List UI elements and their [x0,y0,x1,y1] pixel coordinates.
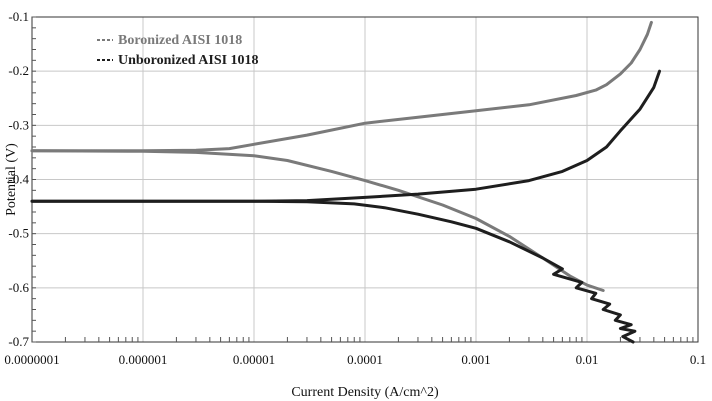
y-tick-label: -0.7 [8,334,29,349]
boronized-curve-anodic [30,20,653,153]
series-unboronized [30,69,661,344]
boronized-curve-cathodic [30,149,605,292]
x-tick-label: 0.0000001 [4,352,59,367]
x-tick-label: 0.00001 [233,352,275,367]
y-tick-label: -0.2 [8,63,29,78]
y-tick-labels: -0.1 -0.2 -0.3 -0.4 -0.5 -0.6 -0.7 [8,9,29,349]
x-tick-label: 0.000001 [119,352,168,367]
legend-label: Unboronized AISI 1018 [118,53,259,68]
unboronized-curve-anodic [30,69,661,203]
x-tick-label: 0.0001 [347,352,383,367]
unboronized-curve-cathodic [30,199,637,344]
x-tick-label: 0.001 [461,352,490,367]
y-minor-ticks [32,16,36,343]
x-minor-ticks [64,337,694,342]
y-tick-label: -0.3 [8,117,29,132]
y-tick-label: -0.6 [8,280,29,295]
y-tick-label: -0.4 [8,172,29,187]
x-axis-title: Current Density (A/cm^2) [291,385,439,400]
x-tick-label: 0.1 [690,352,706,367]
series-layer [30,20,661,344]
x-tick-label: 0.01 [576,352,599,367]
y-tick-label: -0.5 [8,226,29,241]
legend: Boronized AISI 1018 Unboronized AISI 1018 [97,33,259,68]
legend-label: Boronized AISI 1018 [118,33,242,48]
y-axis-title: Potential (V) [4,143,19,216]
x-tick-labels: 0.0000001 0.000001 0.00001 0.0001 0.001 0.01 0… [4,352,706,367]
y-tick-label: -0.1 [8,9,29,24]
